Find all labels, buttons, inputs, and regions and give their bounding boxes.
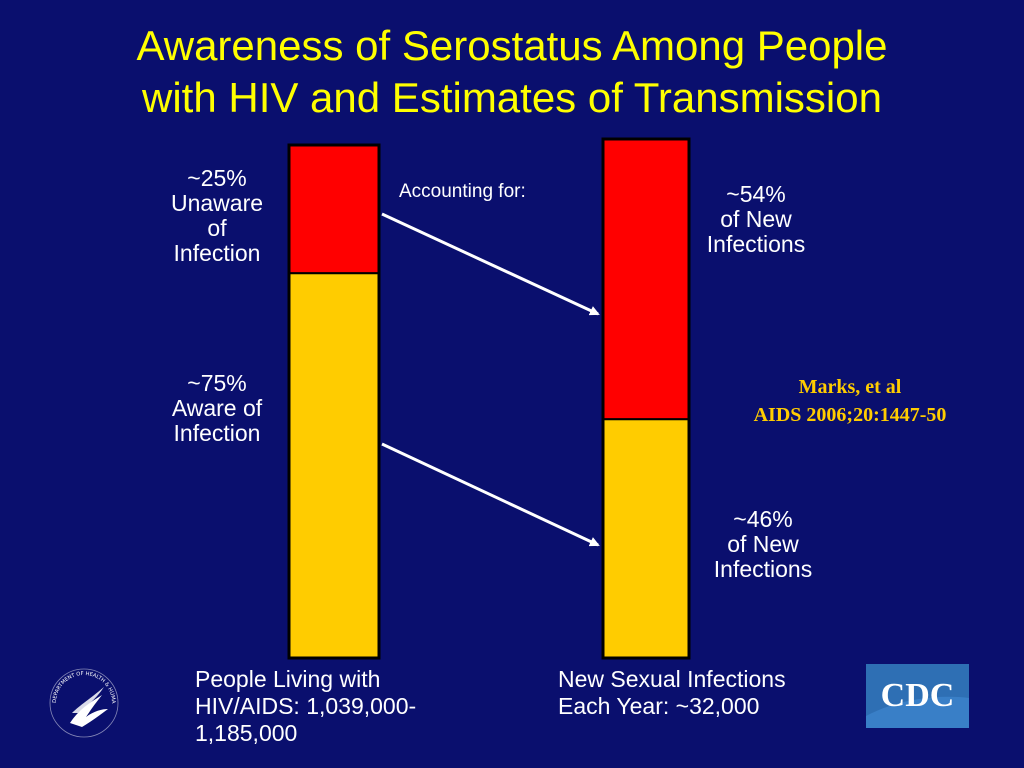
citation-line-2: AIDS 2006;20:1447-50 (753, 404, 947, 426)
label-aware-line-3: Infection (173, 420, 261, 446)
label-unaware-line-1: ~25% (187, 165, 247, 191)
label-new-unaware-line-1: ~54% (726, 181, 786, 207)
citation: Marks, et al AIDS 2006;20:1447-50 (705, 373, 995, 429)
label-new-aware-line-2: of New (727, 531, 799, 557)
label-new-aware-line-3: Infections (713, 556, 813, 582)
hhs-seal-text: DEPARTMENT OF HEALTH & HUMAN SERVICES · … (42, 665, 116, 704)
bar-people-living-segment-2 (288, 272, 380, 659)
label-unaware-line-3: of (207, 215, 227, 241)
label-unaware-line-2: Unaware (170, 190, 264, 216)
label-new-unaware-line-3: Infections (706, 231, 806, 257)
category-label-new-infections-line-1: New Sexual Infections (558, 666, 786, 692)
eagle-profile-icon (70, 695, 108, 727)
slide-title: Awareness of Serostatus Among People wit… (0, 20, 1024, 124)
hhs-seal-logo: DEPARTMENT OF HEALTH & HUMAN SERVICES · … (42, 665, 119, 738)
label-new-unaware-line-2: of New (720, 206, 792, 232)
category-label-people-living-line-1: People Living with (195, 666, 381, 692)
label-aware-line-1: ~75% (187, 370, 247, 396)
label-aware: ~75% Aware of Infection (147, 371, 287, 446)
category-label-people-living-line-3: 1,185,000 (195, 720, 298, 746)
slide-title-line-1: Awareness of Serostatus Among People (136, 22, 888, 69)
category-label-people-living: People Living with HIV/AIDS: 1,039,000- … (195, 666, 495, 747)
cdc-logo: CDC (866, 664, 969, 728)
bar-people-living-outline (287, 143, 381, 660)
slide-title-line-2: with HIV and Estimates of Transmission (142, 74, 882, 121)
bar-people-living-segment-1 (288, 144, 380, 275)
label-new-infections-unaware: ~54% of New Infections (686, 182, 826, 257)
arrow-unaware-to-new-infections (381, 212, 600, 316)
category-label-new-infections-line-2: Each Year: ~32,000 (558, 693, 760, 719)
label-unaware: ~25% Unaware of Infection (147, 166, 287, 266)
arrow-aware-to-new-infections (381, 442, 600, 547)
accounting-for-annotation: Accounting for: (399, 181, 526, 202)
bars-group (287, 137, 691, 660)
category-label-people-living-line-2: HIV/AIDS: 1,039,000- (195, 693, 417, 719)
citation-line-1: Marks, et al (798, 376, 902, 398)
category-label-new-infections: New Sexual Infections Each Year: ~32,000 (558, 666, 858, 720)
svg-text:DEPARTMENT OF HEALTH & HUMAN S: DEPARTMENT OF HEALTH & HUMAN SERVICES · … (42, 665, 116, 704)
bar-new-infections-segment-2 (602, 418, 690, 660)
label-unaware-line-4: Infection (173, 240, 261, 266)
bar-new-infections-segment-1 (602, 138, 690, 421)
bar-new-infections-outline (601, 137, 691, 660)
label-new-aware-line-1: ~46% (733, 506, 793, 532)
cdc-logo-text: CDC (881, 677, 955, 714)
label-new-infections-aware: ~46% of New Infections (693, 507, 833, 582)
label-aware-line-2: Aware of (171, 395, 263, 421)
